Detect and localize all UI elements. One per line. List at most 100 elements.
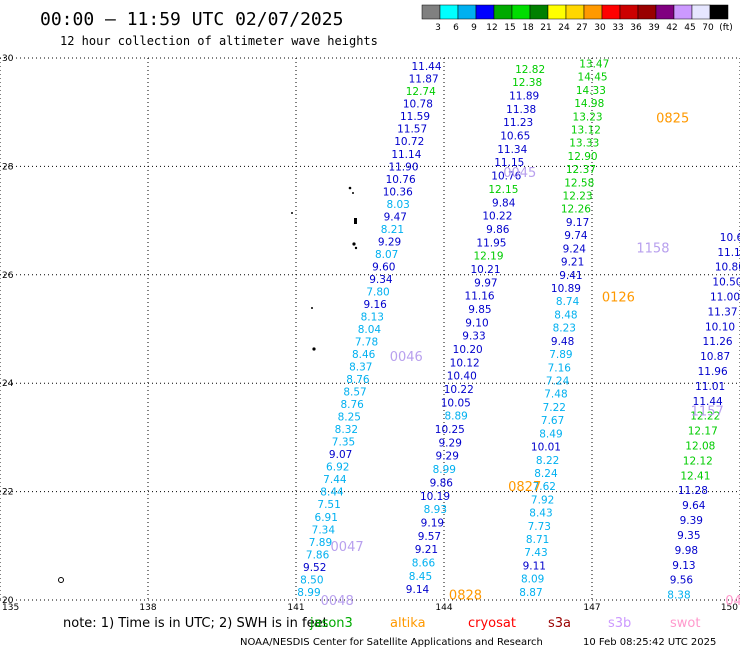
wave-height-value: 11.96 (698, 366, 728, 378)
wave-height-value: 11.16 (465, 291, 495, 303)
pass-time-label: 040 (725, 594, 740, 609)
wave-height-value: 7.62 (533, 481, 556, 493)
wave-height-value: 9.07 (329, 449, 352, 461)
wave-height-value: 10.21 (470, 264, 500, 276)
wave-height-value: 9.98 (675, 545, 698, 557)
x-tick-label: 147 (583, 603, 600, 613)
satellite-legend: jason3 altika cryosat s3a s3b swot (309, 616, 700, 631)
wave-height-value: 8.76 (340, 399, 364, 411)
wave-height-value: 8.49 (539, 428, 562, 440)
wave-height-value: 11.57 (397, 124, 427, 136)
wave-height-value: 12.12 (683, 455, 713, 467)
wave-height-value: 8.09 (521, 574, 544, 586)
wave-height-value: 9.97 (474, 277, 497, 289)
wave-height-value: 9.85 (468, 304, 491, 316)
wave-height-value: 8.23 (553, 323, 576, 335)
wave-height-value: 12.41 (680, 470, 710, 482)
wave-height-value: 8.43 (529, 508, 552, 520)
wave-height-value: 9.34 (369, 274, 393, 286)
wave-height-value: 9.60 (372, 261, 395, 273)
colorbar-label: 9 (471, 23, 477, 33)
wave-height-values: 11.4411.8712.7410.7811.5911.5710.7211.14… (297, 58, 740, 601)
wave-height-value: 9.47 (384, 211, 407, 223)
colorbar-swatch (619, 4, 639, 20)
colorbar-swatch (529, 4, 549, 20)
wave-height-value: 11.87 (409, 74, 439, 86)
wave-height-value: 9.57 (418, 531, 441, 543)
satellite-legend-item: jason3 (309, 616, 353, 631)
wave-height-value: 9.29 (439, 437, 462, 449)
wave-height-value: 13.47 (579, 58, 609, 70)
colorbar-swatch (583, 4, 603, 20)
x-tick-label: 138 (139, 603, 156, 613)
wave-height-value: 10.22 (482, 211, 512, 223)
wave-height-value: 7.73 (528, 521, 551, 533)
wave-height-value: 11.89 (509, 91, 539, 103)
colorbar-label: 27 (576, 23, 587, 33)
colorbar-label: 12 (486, 23, 497, 33)
wave-height-value: 9.16 (363, 299, 387, 311)
pass-time-label: 0828 (449, 589, 482, 604)
wave-height-value: 9.10 (465, 317, 488, 329)
wave-height-value: 7.34 (312, 524, 336, 536)
wave-height-value: 11.15 (494, 157, 524, 169)
wave-height-value: 12.90 (568, 151, 598, 163)
wave-height-value: 9.13 (672, 560, 695, 572)
wave-height-value: 11.95 (476, 237, 506, 249)
wave-height-value: 10.22 (444, 384, 474, 396)
wave-height-value: 9.86 (486, 224, 510, 236)
wave-height-value: 9.48 (551, 336, 574, 348)
wave-height-value: 11.23 (503, 117, 533, 129)
y-tick-label: 30 (2, 54, 14, 64)
wave-height-value: 6.92 (326, 462, 349, 474)
wave-height-value: 9.29 (378, 236, 401, 248)
colorbar-label: 3 (435, 23, 441, 33)
wave-height-value: 10.78 (403, 99, 433, 111)
colorbar-label: 18 (522, 23, 534, 33)
wave-height-value: 12.19 (473, 251, 503, 263)
colorbar-label: 15 (504, 23, 515, 33)
wave-height-value: 13.33 (569, 138, 599, 150)
wave-height-value: 10.20 (453, 344, 483, 356)
pass-time-label: 0048 (321, 594, 354, 609)
wave-height-value: 7.35 (332, 437, 355, 449)
wave-height-value: 8.45 (409, 571, 432, 583)
pass-time-label: 1158 (636, 242, 669, 257)
satellite-legend-item: s3b (608, 616, 631, 631)
chart-title: 00:00 – 11:59 UTC 02/07/2025 (40, 9, 343, 30)
pass-time-label: 0046 (390, 350, 423, 365)
wave-height-value: 12.82 (515, 64, 545, 76)
wave-height-value: 8.07 (375, 249, 398, 261)
wave-height-value: 10.87 (700, 351, 730, 363)
credit-line: NOAA/NESDIS Center for Satellite Applica… (240, 637, 543, 648)
wave-height-value: 10.40 (447, 371, 477, 383)
colorbar-label: 70 (702, 23, 714, 33)
wave-height-value: 8.37 (349, 362, 372, 374)
colorbar: 3 6 9 12 15 18 21 24 27 30 33 36 39 42 45 70 (ft) (421, 4, 733, 33)
axis-ticks: 20 22 24 26 28 30 135 138 141 144 147 150 (2, 54, 738, 613)
wave-height-value: 8.25 (338, 412, 361, 424)
wave-height-value: 12.08 (685, 441, 715, 453)
wave-height-value: 9.35 (677, 530, 700, 542)
colorbar-label: 30 (594, 23, 606, 33)
wave-height-value: 8.99 (433, 464, 456, 476)
wave-height-value: 8.46 (352, 349, 376, 361)
wave-height-value: 7.16 (548, 362, 572, 374)
wave-height-value: 12.15 (488, 184, 518, 196)
pass-time-label: 0827 (508, 480, 541, 495)
wave-height-value: 10.80 (715, 262, 740, 274)
wave-height-value: 7.44 (323, 474, 347, 486)
y-tick-label: 24 (2, 379, 14, 389)
wave-height-value: 11.59 (400, 111, 430, 123)
wave-height-value: 8.66 (412, 557, 436, 569)
wave-height-value: 8.13 (361, 311, 384, 323)
wave-height-value: 9.19 (421, 517, 444, 529)
wave-height-value: 8.71 (526, 534, 549, 546)
pass-time-labels: 0825 0045 1158 0126 0046 1157 0827 0047 0828 0048… (321, 112, 740, 609)
wave-height-value: 9.14 (406, 584, 430, 596)
colorbar-swatch (457, 4, 477, 20)
y-tick-label: 28 (2, 162, 14, 172)
wave-height-value: 9.41 (559, 270, 582, 282)
wave-height-value: 8.50 (300, 574, 323, 586)
